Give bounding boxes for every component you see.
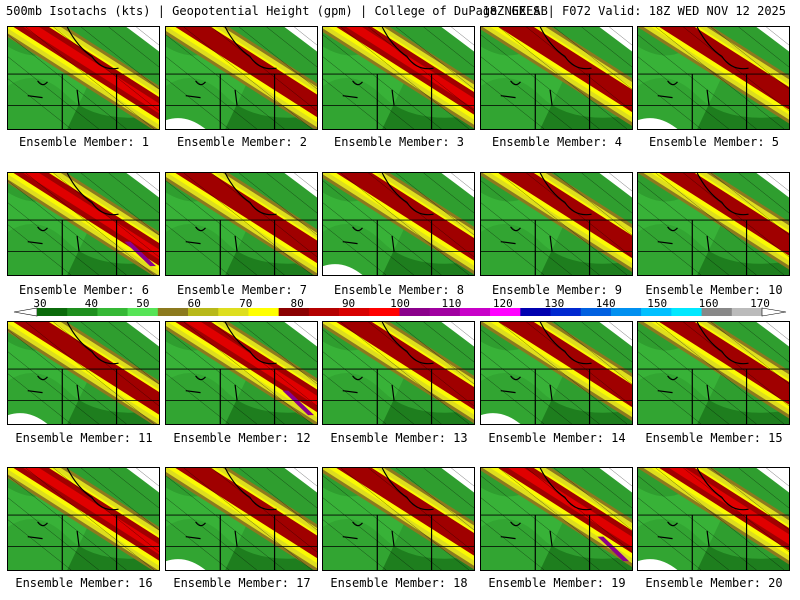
colorbar-tick-label: 70 xyxy=(239,297,253,310)
ensemble-member-caption: Ensemble Member: 5 xyxy=(648,135,780,149)
ensemble-map-panel xyxy=(637,321,790,425)
ensemble-map-panel xyxy=(637,26,790,130)
colorbar-swatch xyxy=(37,308,68,316)
colorbar-tick-label: 100 xyxy=(390,297,410,310)
ensemble-map-panel xyxy=(7,172,160,276)
ensemble-member-caption: Ensemble Member: 11 xyxy=(15,431,153,445)
ensemble-map-panel xyxy=(165,26,318,130)
colorbar-tick-label: 80 xyxy=(290,297,304,310)
ensemble-member-caption: Ensemble Member: 4 xyxy=(491,135,623,149)
header-title: 500mb Isotachs (kts) | Geopotential Heig… xyxy=(6,4,548,18)
colorbar-swatch xyxy=(127,308,159,316)
ensemble-map-panel xyxy=(322,26,475,130)
colorbar-tick-label: 40 xyxy=(84,297,99,310)
colorbar-swatch xyxy=(550,308,582,316)
ensemble-map-panel xyxy=(7,321,160,425)
colorbar-tick-label: 170 xyxy=(750,297,770,310)
ensemble-member-caption: Ensemble Member: 8 xyxy=(333,283,465,297)
ensemble-member-caption: Ensemble Member: 2 xyxy=(176,135,308,149)
ensemble-member-caption: Ensemble Member: 12 xyxy=(173,431,311,445)
ensemble-member-caption: Ensemble Member: 16 xyxy=(15,576,153,590)
colorbar-tick-label: 130 xyxy=(544,297,565,310)
colorbar-swatch xyxy=(97,308,128,316)
ensemble-map-panel xyxy=(480,321,633,425)
ensemble-map-panel xyxy=(322,321,475,425)
ensemble-member-caption: Ensemble Member: 15 xyxy=(645,431,783,445)
isotach-colorbar xyxy=(13,307,787,317)
ensemble-map-panel xyxy=(165,321,318,425)
colorbar-swatch xyxy=(701,308,733,316)
ensemble-map-panel xyxy=(480,467,633,571)
ensemble-map-panel xyxy=(322,172,475,276)
colorbar-tick-label: 30 xyxy=(33,297,47,310)
ensemble-map-panel xyxy=(322,467,475,571)
ensemble-member-caption: Ensemble Member: 7 xyxy=(176,283,308,297)
colorbar-swatch xyxy=(520,308,551,316)
ensemble-member-caption: Ensemble Member: 3 xyxy=(333,135,465,149)
colorbar-swatch xyxy=(429,308,461,316)
colorbar-tick-label: 110 xyxy=(441,297,462,310)
colorbar-swatch xyxy=(369,308,400,316)
colorbar-swatch xyxy=(157,308,189,316)
colorbar-tick-label: 160 xyxy=(698,297,719,310)
ensemble-member-caption: Ensemble Member: 9 xyxy=(491,283,623,297)
colorbar-swatch xyxy=(459,308,491,316)
ensemble-map-panel xyxy=(7,26,160,130)
ensemble-map-panel xyxy=(7,467,160,571)
ensemble-member-caption: Ensemble Member: 20 xyxy=(645,576,783,590)
colorbar-tick-label: 90 xyxy=(341,297,356,310)
colorbar-swatch xyxy=(490,308,521,316)
header-valid-time: 18Z GEFS | F072 Valid: 18Z WED NOV 12 20… xyxy=(482,4,786,18)
ensemble-member-caption: Ensemble Member: 10 xyxy=(645,283,783,297)
colorbar-swatch xyxy=(671,308,702,316)
colorbar-swatch xyxy=(399,308,431,316)
colorbar-swatch xyxy=(308,308,340,316)
ensemble-member-caption: Ensemble Member: 17 xyxy=(173,576,311,590)
ensemble-map-panel xyxy=(165,467,318,571)
colorbar-tick-label: 140 xyxy=(595,297,616,310)
ensemble-map-panel xyxy=(637,467,790,571)
colorbar-tick-label: 120 xyxy=(492,297,513,310)
ensemble-map-panel xyxy=(165,172,318,276)
colorbar-swatch xyxy=(641,308,672,316)
ensemble-map-panel xyxy=(480,172,633,276)
ensemble-member-caption: Ensemble Member: 6 xyxy=(18,283,150,297)
ensemble-member-caption: Ensemble Member: 13 xyxy=(330,431,468,445)
colorbar-swatch xyxy=(339,308,370,316)
colorbar-swatch xyxy=(610,308,642,316)
colorbar-swatch xyxy=(218,308,249,316)
colorbar-high-arrow xyxy=(761,307,787,317)
colorbar-tick-label: 150 xyxy=(647,297,668,310)
ensemble-map-panel xyxy=(637,172,790,276)
colorbar-swatch xyxy=(248,308,279,316)
colorbar-tick-label: 60 xyxy=(187,297,201,310)
colorbar-swatch xyxy=(188,308,219,316)
colorbar-swatch xyxy=(731,308,763,316)
colorbar-swatch xyxy=(580,308,612,316)
colorbar-swatch xyxy=(67,308,98,316)
ensemble-member-caption: Ensemble Member: 19 xyxy=(488,576,626,590)
ensemble-map-panel xyxy=(480,26,633,130)
colorbar-tick-label: 50 xyxy=(136,297,150,310)
colorbar-swatch xyxy=(278,308,310,316)
ensemble-member-caption: Ensemble Member: 14 xyxy=(488,431,626,445)
ensemble-member-caption: Ensemble Member: 18 xyxy=(330,576,468,590)
ensemble-member-caption: Ensemble Member: 1 xyxy=(18,135,150,149)
